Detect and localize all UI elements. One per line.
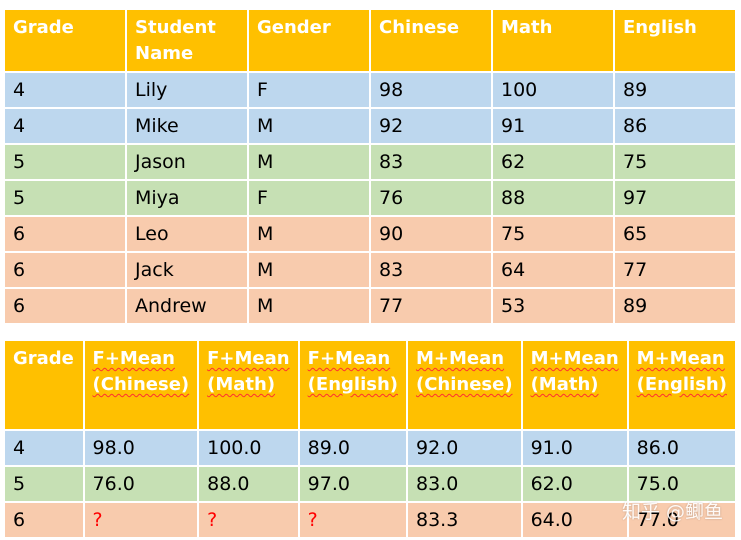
table-cell: 75	[615, 145, 735, 179]
table-cell: 91.0	[522, 431, 627, 465]
column-header-m-mean-chinese: M+Mean (Chinese)	[407, 341, 521, 429]
column-header-m-mean-english: M+Mean (English)	[628, 341, 735, 429]
table-cell: 86	[615, 109, 735, 143]
table-cell: 65	[615, 217, 735, 251]
table-row: 4 Mike M 92 91 86	[5, 109, 735, 143]
table-row: 4 98.0 100.0 89.0 92.0 91.0 86.0	[5, 431, 735, 465]
header-text: M+Mean (Chinese)	[415, 348, 513, 395]
column-header-grade: Grade	[5, 10, 125, 71]
table-cell: Jason	[127, 145, 247, 179]
table-cell: 98	[371, 73, 491, 107]
table-cell: M	[249, 217, 369, 251]
table-cell: Jack	[127, 253, 247, 287]
header-text: M+Mean (Math)	[530, 348, 619, 395]
missing-value-cell: ?	[84, 503, 198, 537]
column-header-gender: Gender	[249, 10, 369, 71]
table-cell: 97.0	[299, 467, 406, 501]
table-cell: F	[249, 73, 369, 107]
table-cell: F	[249, 181, 369, 215]
table-cell: 77.0	[628, 503, 735, 537]
table-row: 6 Andrew M 77 53 89	[5, 289, 735, 323]
table-cell: 86.0	[628, 431, 735, 465]
table-row: 6 Jack M 83 64 77	[5, 253, 735, 287]
table-cell: 53	[493, 289, 613, 323]
table-header-row: Grade Student Name Gender Chinese Math E…	[5, 10, 735, 71]
table-cell: Andrew	[127, 289, 247, 323]
table-cell: 83	[371, 253, 491, 287]
table-cell: 92	[371, 109, 491, 143]
table-header-row: Grade F+Mean (Chinese) F+Mean (Math) F+M…	[5, 341, 735, 429]
table-row: 4 Lily F 98 100 89	[5, 73, 735, 107]
table-cell: 77	[615, 253, 735, 287]
missing-value-cell: ?	[299, 503, 406, 537]
table-cell: Miya	[127, 181, 247, 215]
student-scores-table: Grade Student Name Gender Chinese Math E…	[3, 8, 737, 325]
table-cell: 5	[5, 145, 125, 179]
table-cell: 64.0	[522, 503, 627, 537]
table-cell: 6	[5, 289, 125, 323]
header-text: F+Mean (Math)	[207, 348, 290, 395]
table-cell: Mike	[127, 109, 247, 143]
column-header-chinese: Chinese	[371, 10, 491, 71]
table-cell: 83.0	[407, 467, 521, 501]
column-header-m-mean-math: M+Mean (Math)	[522, 341, 627, 429]
table-cell: 88	[493, 181, 613, 215]
column-header-grade: Grade	[5, 341, 83, 429]
table-cell: M	[249, 253, 369, 287]
table-cell: 83	[371, 145, 491, 179]
table-cell: 4	[5, 109, 125, 143]
table-cell: 5	[5, 467, 83, 501]
table-cell: 64	[493, 253, 613, 287]
table-row: 6 Leo M 90 75 65	[5, 217, 735, 251]
table-cell: 77	[371, 289, 491, 323]
table-cell: 90	[371, 217, 491, 251]
header-text: F+Mean (English)	[307, 348, 398, 395]
table-cell: 98.0	[84, 431, 198, 465]
table-cell: 62.0	[522, 467, 627, 501]
table-cell: M	[249, 145, 369, 179]
gender-mean-table: Grade F+Mean (Chinese) F+Mean (Math) F+M…	[3, 339, 737, 539]
table-cell: 75	[493, 217, 613, 251]
table-cell: 100.0	[199, 431, 298, 465]
table-cell: 4	[5, 431, 83, 465]
header-text: Grade	[13, 348, 74, 369]
table-cell: 100	[493, 73, 613, 107]
table-cell: 88.0	[199, 467, 298, 501]
table-cell: 97	[615, 181, 735, 215]
table-cell: 76.0	[84, 467, 198, 501]
column-header-f-mean-chinese: F+Mean (Chinese)	[84, 341, 198, 429]
column-header-f-mean-english: F+Mean (English)	[299, 341, 406, 429]
header-text: F+Mean (Chinese)	[92, 348, 190, 395]
table-cell: 89.0	[299, 431, 406, 465]
column-header-english: English	[615, 10, 735, 71]
table-row: 6 ? ? ? 83.3 64.0 77.0	[5, 503, 735, 537]
table-cell: 92.0	[407, 431, 521, 465]
watermark: 知乎 @鲫鱼	[621, 501, 723, 523]
table-cell: 5	[5, 181, 125, 215]
table-cell: 89	[615, 289, 735, 323]
column-header-f-mean-math: F+Mean (Math)	[199, 341, 298, 429]
table-cell: 76	[371, 181, 491, 215]
table-cell: 6	[5, 217, 125, 251]
table-cell: 4	[5, 73, 125, 107]
header-text: M+Mean (English)	[636, 348, 727, 395]
table-cell: M	[249, 109, 369, 143]
table-cell: Lily	[127, 73, 247, 107]
column-header-student-name: Student Name	[127, 10, 247, 71]
table-cell: 89	[615, 73, 735, 107]
table-cell: 75.0	[628, 467, 735, 501]
table-cell: 62	[493, 145, 613, 179]
table-cell: 6	[5, 503, 83, 537]
missing-value-cell: ?	[199, 503, 298, 537]
table-cell: Leo	[127, 217, 247, 251]
table-row: 5 Miya F 76 88 97	[5, 181, 735, 215]
table-row: 5 76.0 88.0 97.0 83.0 62.0 75.0	[5, 467, 735, 501]
table-cell: M	[249, 289, 369, 323]
table-row: 5 Jason M 83 62 75	[5, 145, 735, 179]
table-cell: 91	[493, 109, 613, 143]
table-cell: 83.3	[407, 503, 521, 537]
table-cell: 6	[5, 253, 125, 287]
column-header-math: Math	[493, 10, 613, 71]
